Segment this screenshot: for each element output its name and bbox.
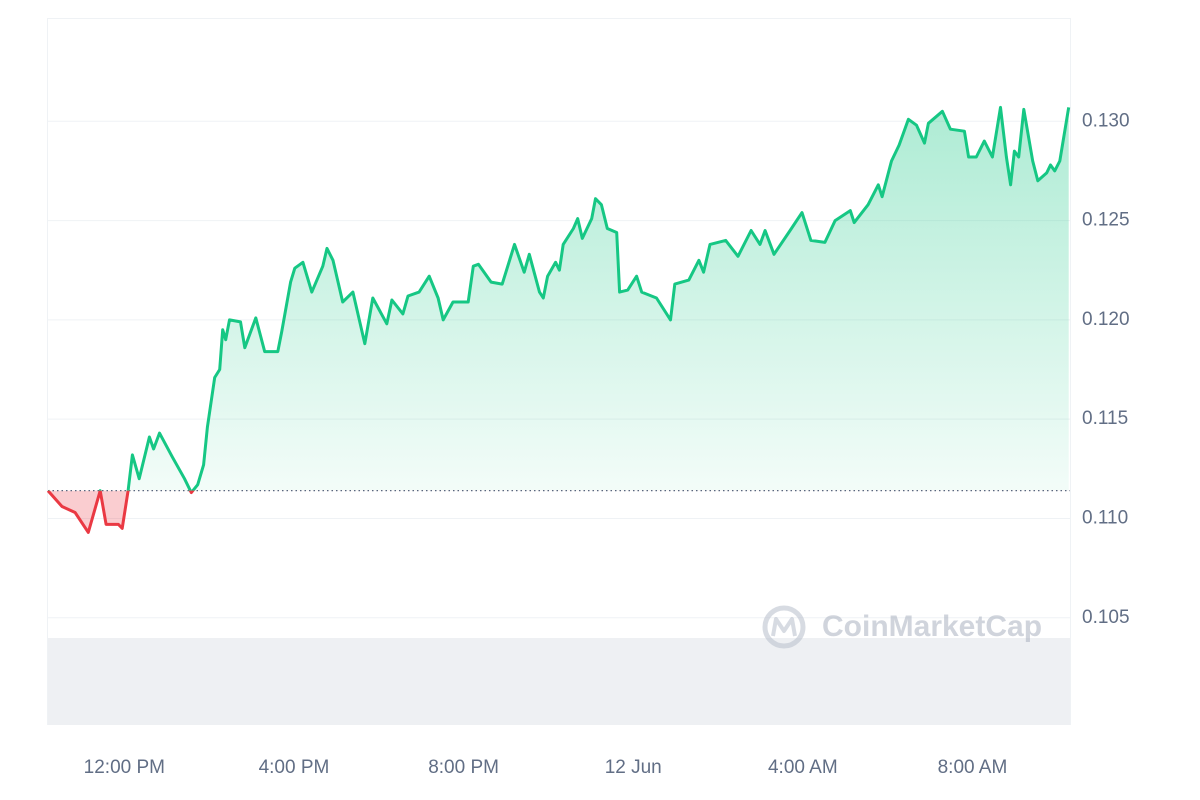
x-tick-label: 4:00 AM xyxy=(768,757,838,778)
watermark: CoinMarketCap xyxy=(762,605,1042,649)
watermark-text: CoinMarketCap xyxy=(822,610,1042,643)
y-tick-label: 0.130 xyxy=(1082,110,1130,131)
price-line-up xyxy=(48,105,1071,491)
area-up xyxy=(48,107,1069,491)
x-tick-label: 8:00 PM xyxy=(428,757,499,778)
x-tick-label: 8:00 AM xyxy=(938,757,1008,778)
x-tick-label: 12:00 PM xyxy=(84,757,165,778)
volume-area xyxy=(47,638,1071,725)
x-tick-label: 12 Jun xyxy=(605,757,662,778)
y-tick-label: 0.115 xyxy=(1082,408,1128,429)
area-down xyxy=(48,490,193,533)
x-tick-label: 4:00 PM xyxy=(259,757,330,778)
y-tick-label: 0.110 xyxy=(1082,507,1128,528)
y-tick-label: 0.125 xyxy=(1082,210,1130,231)
plot xyxy=(46,105,1071,534)
y-tick-label: 0.105 xyxy=(1082,607,1130,628)
y-tick-label: 0.120 xyxy=(1082,309,1130,330)
